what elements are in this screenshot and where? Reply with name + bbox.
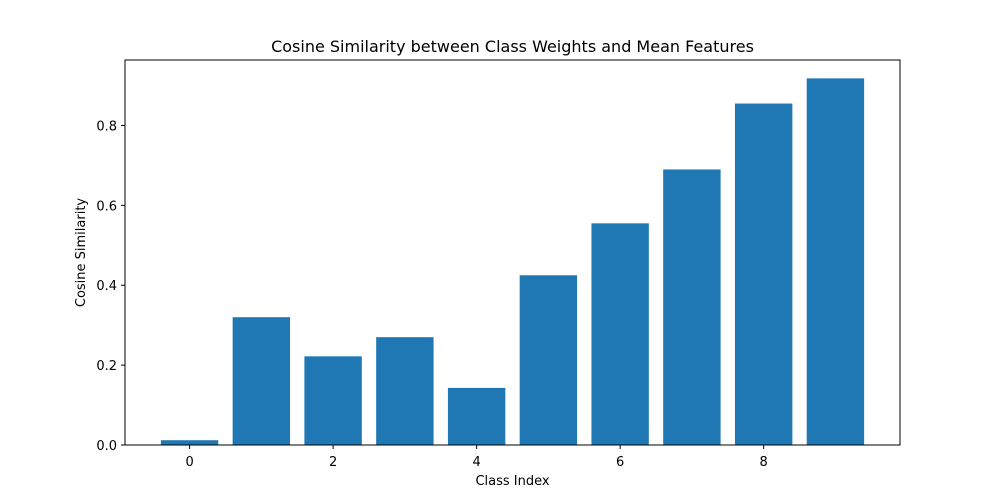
y-tick-label: 0.2 bbox=[96, 359, 117, 374]
x-tick-label: 8 bbox=[760, 455, 768, 470]
x-tick-label: 6 bbox=[616, 455, 624, 470]
bar-class-8 bbox=[734, 103, 793, 445]
bar-class-3 bbox=[376, 337, 434, 445]
x-axis-label: Class Index bbox=[475, 474, 549, 489]
plot-area-frame bbox=[124, 59, 901, 446]
x-tick-label: 4 bbox=[472, 455, 480, 470]
bar-class-0 bbox=[160, 440, 219, 445]
y-axis-label: Cosine Similarity bbox=[74, 198, 89, 308]
y-tick-label: 0.4 bbox=[96, 279, 117, 294]
bar-class-1 bbox=[232, 317, 291, 445]
x-tick-label: 2 bbox=[329, 455, 337, 470]
bars-group bbox=[160, 78, 865, 446]
bar-class-2 bbox=[304, 356, 362, 445]
bar-class-5 bbox=[519, 275, 578, 445]
bar-class-9 bbox=[806, 78, 865, 445]
bar-class-7 bbox=[663, 169, 721, 446]
chart-title: Cosine Similarity between Class Weights … bbox=[271, 37, 754, 56]
x-tick-label: 0 bbox=[185, 455, 193, 470]
y-axis-ticks: 0.0 0.2 0.4 0.6 0.8 bbox=[96, 119, 125, 454]
y-tick-label: 0.0 bbox=[96, 439, 117, 454]
bar-class-4 bbox=[447, 387, 506, 445]
bar-class-6 bbox=[591, 223, 649, 445]
y-tick-label: 0.6 bbox=[96, 199, 117, 214]
x-axis-ticks: 0 2 4 6 8 bbox=[185, 445, 768, 470]
y-tick-label: 0.8 bbox=[96, 119, 117, 134]
